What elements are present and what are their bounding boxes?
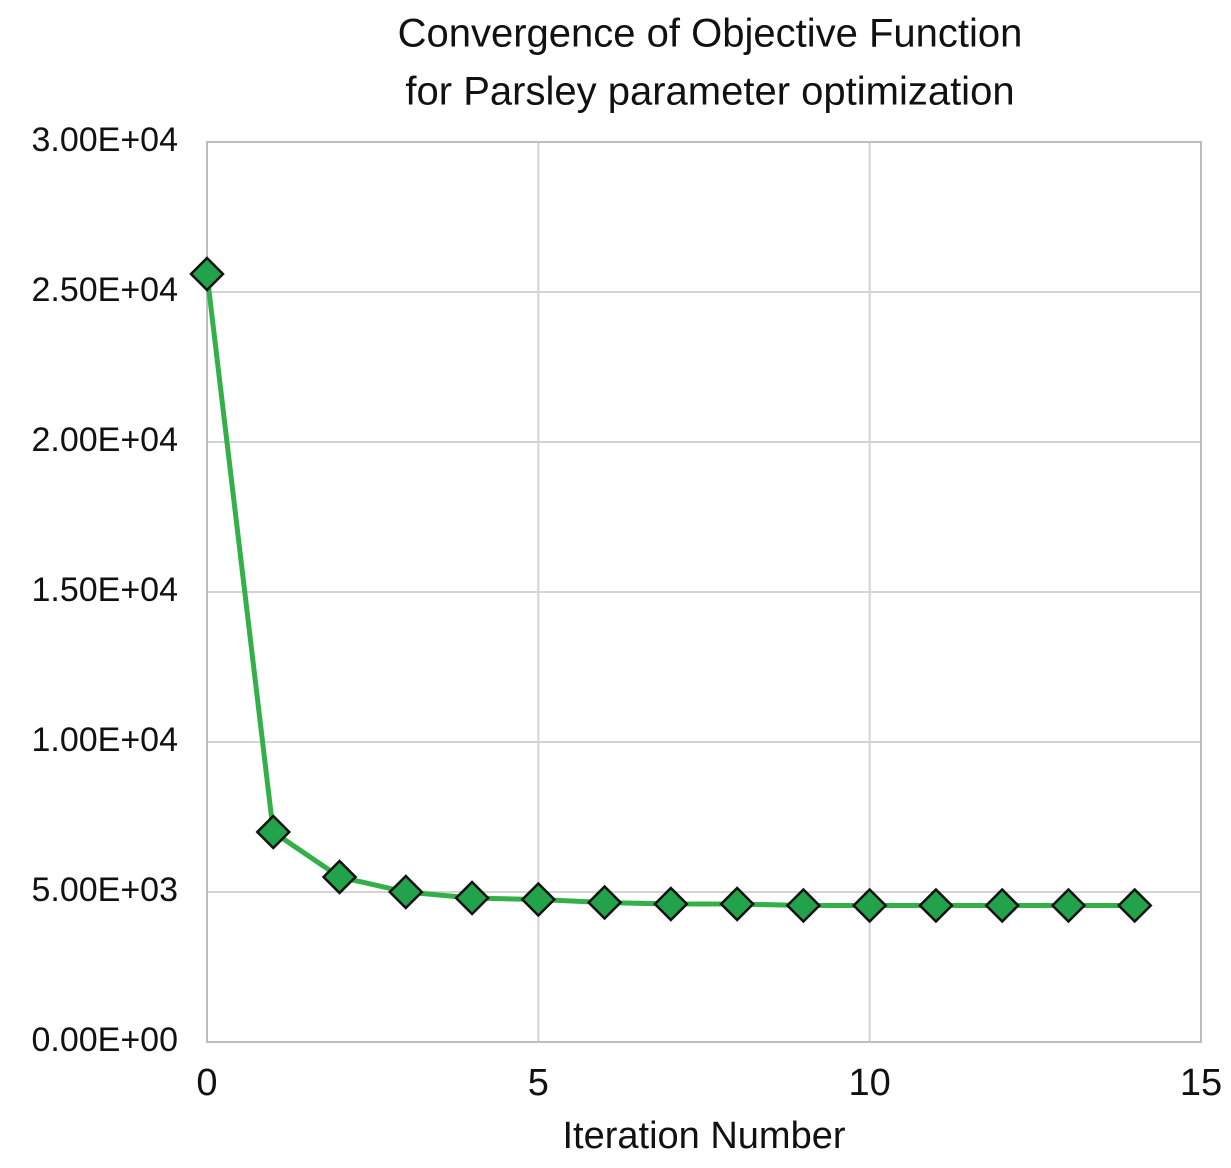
data-marker — [1050, 887, 1087, 924]
data-marker — [984, 887, 1020, 924]
data-line — [204, 273, 1135, 908]
data-marker — [719, 886, 755, 922]
data-marker — [189, 256, 225, 292]
data-marker — [321, 859, 358, 895]
data-marker — [918, 887, 954, 924]
x-tick-label: 10 — [849, 1062, 891, 1104]
data-marker — [255, 814, 292, 850]
data-marker — [520, 881, 557, 918]
data-marker — [454, 880, 490, 916]
data-marker — [785, 887, 822, 924]
y-tick-label: 5.00E+03 — [31, 871, 178, 909]
x-tick-label: 0 — [196, 1062, 217, 1104]
y-tick-label: 2.50E+04 — [31, 271, 178, 309]
y-tick-label: 1.00E+04 — [31, 721, 178, 759]
data-marker — [653, 886, 689, 922]
x-tick-label: 5 — [528, 1062, 549, 1104]
chart-title: for Parsley parameter optimization — [405, 70, 1014, 114]
x-tick-label: 15 — [1180, 1062, 1222, 1104]
y-tick-label: 2.00E+04 — [31, 421, 178, 459]
x-axis-label: Iteration Number — [562, 1115, 845, 1157]
data-marker — [851, 887, 888, 924]
data-marker — [388, 874, 424, 910]
plot-border — [206, 141, 1202, 1043]
chart-title: Convergence of Objective Function — [398, 12, 1023, 56]
y-tick-label: 3.00E+04 — [31, 121, 178, 159]
data-marker — [1116, 887, 1153, 924]
y-tick-label: 0.00E+00 — [31, 1021, 178, 1059]
y-tick-label: 1.50E+04 — [31, 571, 178, 609]
data-marker — [586, 884, 623, 921]
